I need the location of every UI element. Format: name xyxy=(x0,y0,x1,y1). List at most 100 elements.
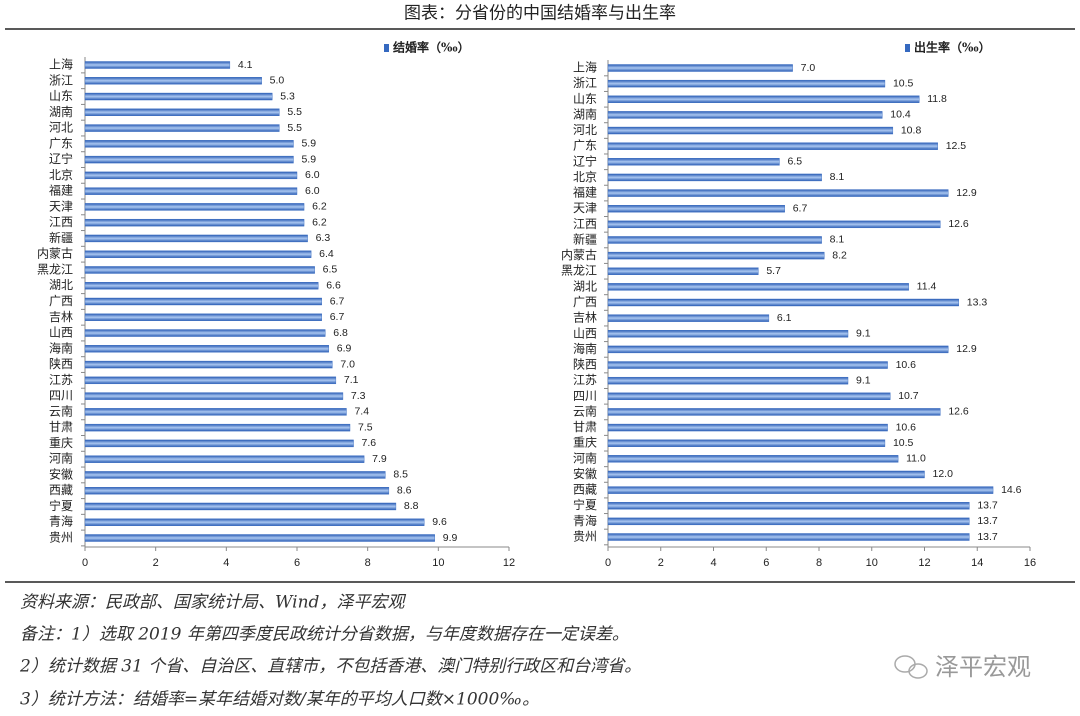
bar xyxy=(607,376,849,385)
bar xyxy=(607,111,883,119)
y-tick-label: 广东 xyxy=(49,136,73,150)
y-tick-label: 西藏 xyxy=(573,483,597,497)
bar xyxy=(607,95,920,103)
value-label: 9.9 xyxy=(443,532,458,544)
bar xyxy=(607,533,970,541)
x-tick-label: 14 xyxy=(971,557,983,569)
y-tick-label: 西藏 xyxy=(49,483,73,497)
y-tick-label: 甘肃 xyxy=(49,420,73,434)
bar xyxy=(84,140,294,148)
value-label: 11.8 xyxy=(927,93,947,105)
bar xyxy=(84,92,273,101)
y-tick-label: 天津 xyxy=(573,201,597,215)
y-tick-label: 广西 xyxy=(573,295,597,309)
value-label: 13.3 xyxy=(967,296,988,308)
value-label: 5.7 xyxy=(766,265,781,277)
y-tick-label: 福建 xyxy=(49,183,73,198)
value-label: 4.1 xyxy=(238,59,253,71)
value-label: 12.6 xyxy=(948,218,969,230)
value-label: 10.7 xyxy=(898,390,919,402)
bar xyxy=(84,266,315,274)
x-tick-label: 2 xyxy=(658,557,664,569)
value-label: 6.1 xyxy=(777,312,792,324)
value-label: 12.0 xyxy=(933,468,954,480)
bar xyxy=(607,283,909,291)
value-label: 10.5 xyxy=(893,77,914,89)
y-tick-label: 四川 xyxy=(573,389,597,403)
watermark-icon xyxy=(894,655,928,679)
x-tick-label: 4 xyxy=(223,557,229,569)
value-label: 7.6 xyxy=(362,437,377,449)
y-tick-label: 辽宁 xyxy=(573,153,597,168)
bar xyxy=(607,298,959,307)
value-label: 6.2 xyxy=(312,216,327,228)
bar xyxy=(607,470,925,479)
y-tick-label: 重庆 xyxy=(49,436,73,450)
y-tick-label: 江西 xyxy=(49,215,73,229)
bar xyxy=(607,220,941,229)
bar xyxy=(607,251,825,260)
x-tick-label: 6 xyxy=(763,557,769,569)
value-label: 8.2 xyxy=(832,249,847,261)
y-tick-label: 黑龙江 xyxy=(561,264,597,278)
x-tick-label: 6 xyxy=(294,557,300,569)
x-tick-label: 8 xyxy=(365,557,371,569)
x-tick-label: 2 xyxy=(153,557,159,569)
value-label: 5.3 xyxy=(280,90,295,102)
bar xyxy=(607,330,849,338)
y-tick-label: 湖南 xyxy=(49,104,73,119)
value-label: 6.7 xyxy=(330,311,345,323)
y-tick-label: 内蒙古 xyxy=(561,247,597,262)
y-tick-label: 内蒙古 xyxy=(37,246,73,261)
y-tick-label: 吉林 xyxy=(49,310,73,324)
y-tick-label: 安徽 xyxy=(573,466,597,481)
y-tick-label: 浙江 xyxy=(573,76,597,90)
y-tick-label: 北京 xyxy=(49,168,73,182)
value-label: 7.5 xyxy=(358,421,373,433)
y-tick-label: 山西 xyxy=(49,326,73,340)
x-tick-label: 10 xyxy=(432,557,444,569)
value-label: 5.9 xyxy=(301,153,316,165)
legend-swatch xyxy=(384,44,389,52)
value-label: 6.3 xyxy=(316,232,331,244)
value-label: 12.9 xyxy=(956,187,977,199)
page-title: 图表：分省份的中国结婚率与出生率 xyxy=(404,4,676,24)
x-tick-label: 4 xyxy=(710,557,716,569)
bar xyxy=(84,282,319,290)
value-label: 10.4 xyxy=(890,109,911,121)
note: 备注：1）选取 2019 年第四季度民政统计分省数据，与年度数据存在一定误差。 xyxy=(20,625,629,645)
y-tick-label: 贵州 xyxy=(49,531,73,545)
value-label: 5.0 xyxy=(270,75,285,87)
x-tick-label: 0 xyxy=(82,557,88,569)
y-tick-label: 宁夏 xyxy=(49,498,73,513)
value-label: 12.5 xyxy=(946,140,967,152)
bar xyxy=(607,439,886,447)
y-tick-label: 湖北 xyxy=(573,278,597,293)
value-label: 9.1 xyxy=(856,328,871,340)
bar xyxy=(607,502,970,510)
bar xyxy=(607,392,891,400)
bar xyxy=(84,360,333,369)
bar xyxy=(84,297,322,306)
y-tick-label: 上海 xyxy=(573,60,597,75)
y-tick-label: 重庆 xyxy=(573,436,597,450)
y-tick-label: 江苏 xyxy=(573,373,597,387)
legend-label: 出生率（‰） xyxy=(914,40,991,55)
value-label: 6.9 xyxy=(337,343,352,355)
bar xyxy=(84,234,308,243)
bar xyxy=(84,345,330,353)
bar xyxy=(607,204,785,213)
y-tick-label: 云南 xyxy=(573,403,597,418)
bar xyxy=(607,173,822,182)
value-label: 9.1 xyxy=(856,374,871,386)
value-label: 6.5 xyxy=(323,264,338,276)
value-label: 13.7 xyxy=(977,515,998,527)
bar xyxy=(84,108,280,117)
bar xyxy=(607,64,793,72)
y-tick-label: 江西 xyxy=(573,217,597,231)
y-tick-label: 四川 xyxy=(49,389,73,403)
bar xyxy=(84,455,365,463)
bar xyxy=(84,203,305,211)
value-label: 10.8 xyxy=(901,124,922,136)
bar xyxy=(84,392,344,400)
